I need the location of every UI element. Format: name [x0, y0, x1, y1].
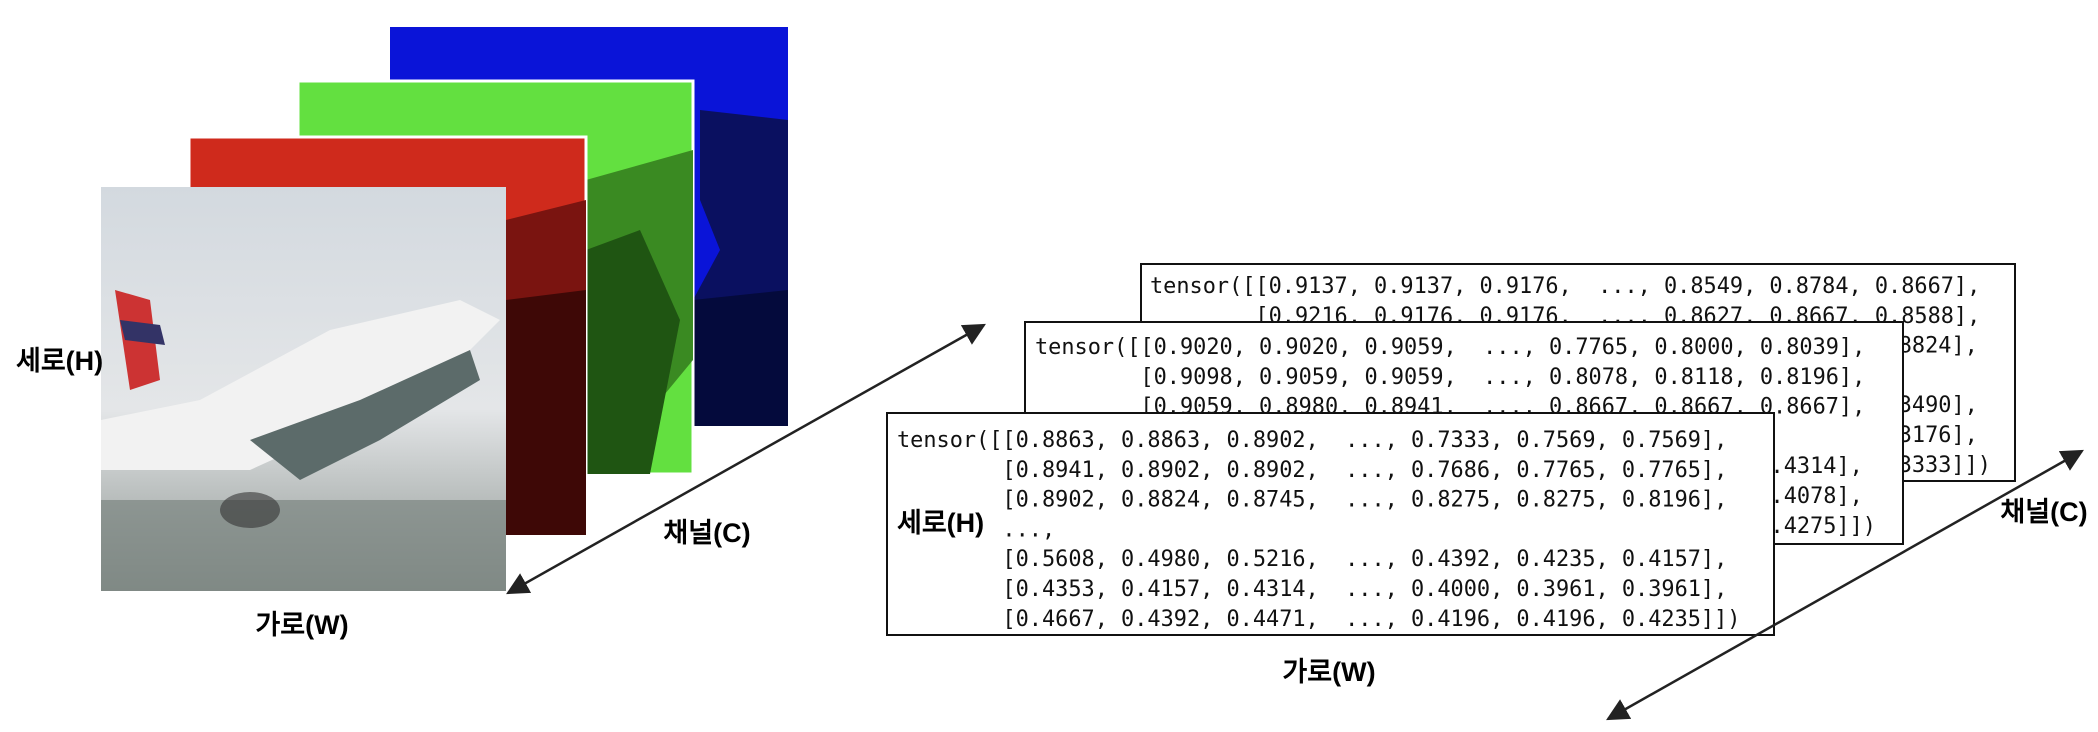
tensor-line: tensor([[0.9137, 0.9137, 0.9176, ..., 0.…: [1150, 274, 1980, 299]
tensor-line-tail: .4275]]): [1771, 514, 1876, 539]
channel-arrow: [1606, 449, 2084, 721]
channel-arrow: [506, 323, 986, 595]
tensor-line: [0.4353, 0.4157, 0.4314, ..., 0.4000, 0.…: [897, 577, 1727, 602]
tensor-line-tail: .4078],: [1771, 484, 1863, 509]
tensor-line: [0.5608, 0.4980, 0.5216, ..., 0.4392, 0.…: [897, 547, 1727, 572]
channel-label: 채널(C): [2000, 497, 2087, 527]
tensor-line: [0.4667, 0.4392, 0.4471, ..., 0.4196, 0.…: [897, 607, 1740, 632]
tensor-line: [0.9098, 0.9059, 0.9059, ..., 0.8078, 0.…: [1035, 365, 1865, 390]
tensor-line: ...,: [897, 517, 1055, 542]
tensor-line: tensor([[0.9020, 0.9020, 0.9059, ..., 0.…: [1035, 335, 1865, 360]
airplane-photo: [101, 187, 506, 591]
tensor-line: tensor([[0.8863, 0.8863, 0.8902, ..., 0.…: [897, 428, 1727, 453]
width-label: 가로(W): [1282, 657, 1375, 687]
height-label: 세로(H): [897, 508, 984, 538]
tensor-stack: tensor([[0.9137, 0.9137, 0.9176, ..., 0.…: [886, 263, 2016, 636]
channel-label: 채널(C): [663, 518, 750, 548]
height-label: 세로(H): [16, 346, 103, 376]
tensor-line: [0.8902, 0.8824, 0.8745, ..., 0.8275, 0.…: [897, 488, 1727, 513]
width-label: 가로(W): [255, 610, 348, 640]
tensor-line-tail: .4314],: [1771, 454, 1863, 479]
tensor-line: [0.8941, 0.8902, 0.8902, ..., 0.7686, 0.…: [897, 458, 1727, 483]
